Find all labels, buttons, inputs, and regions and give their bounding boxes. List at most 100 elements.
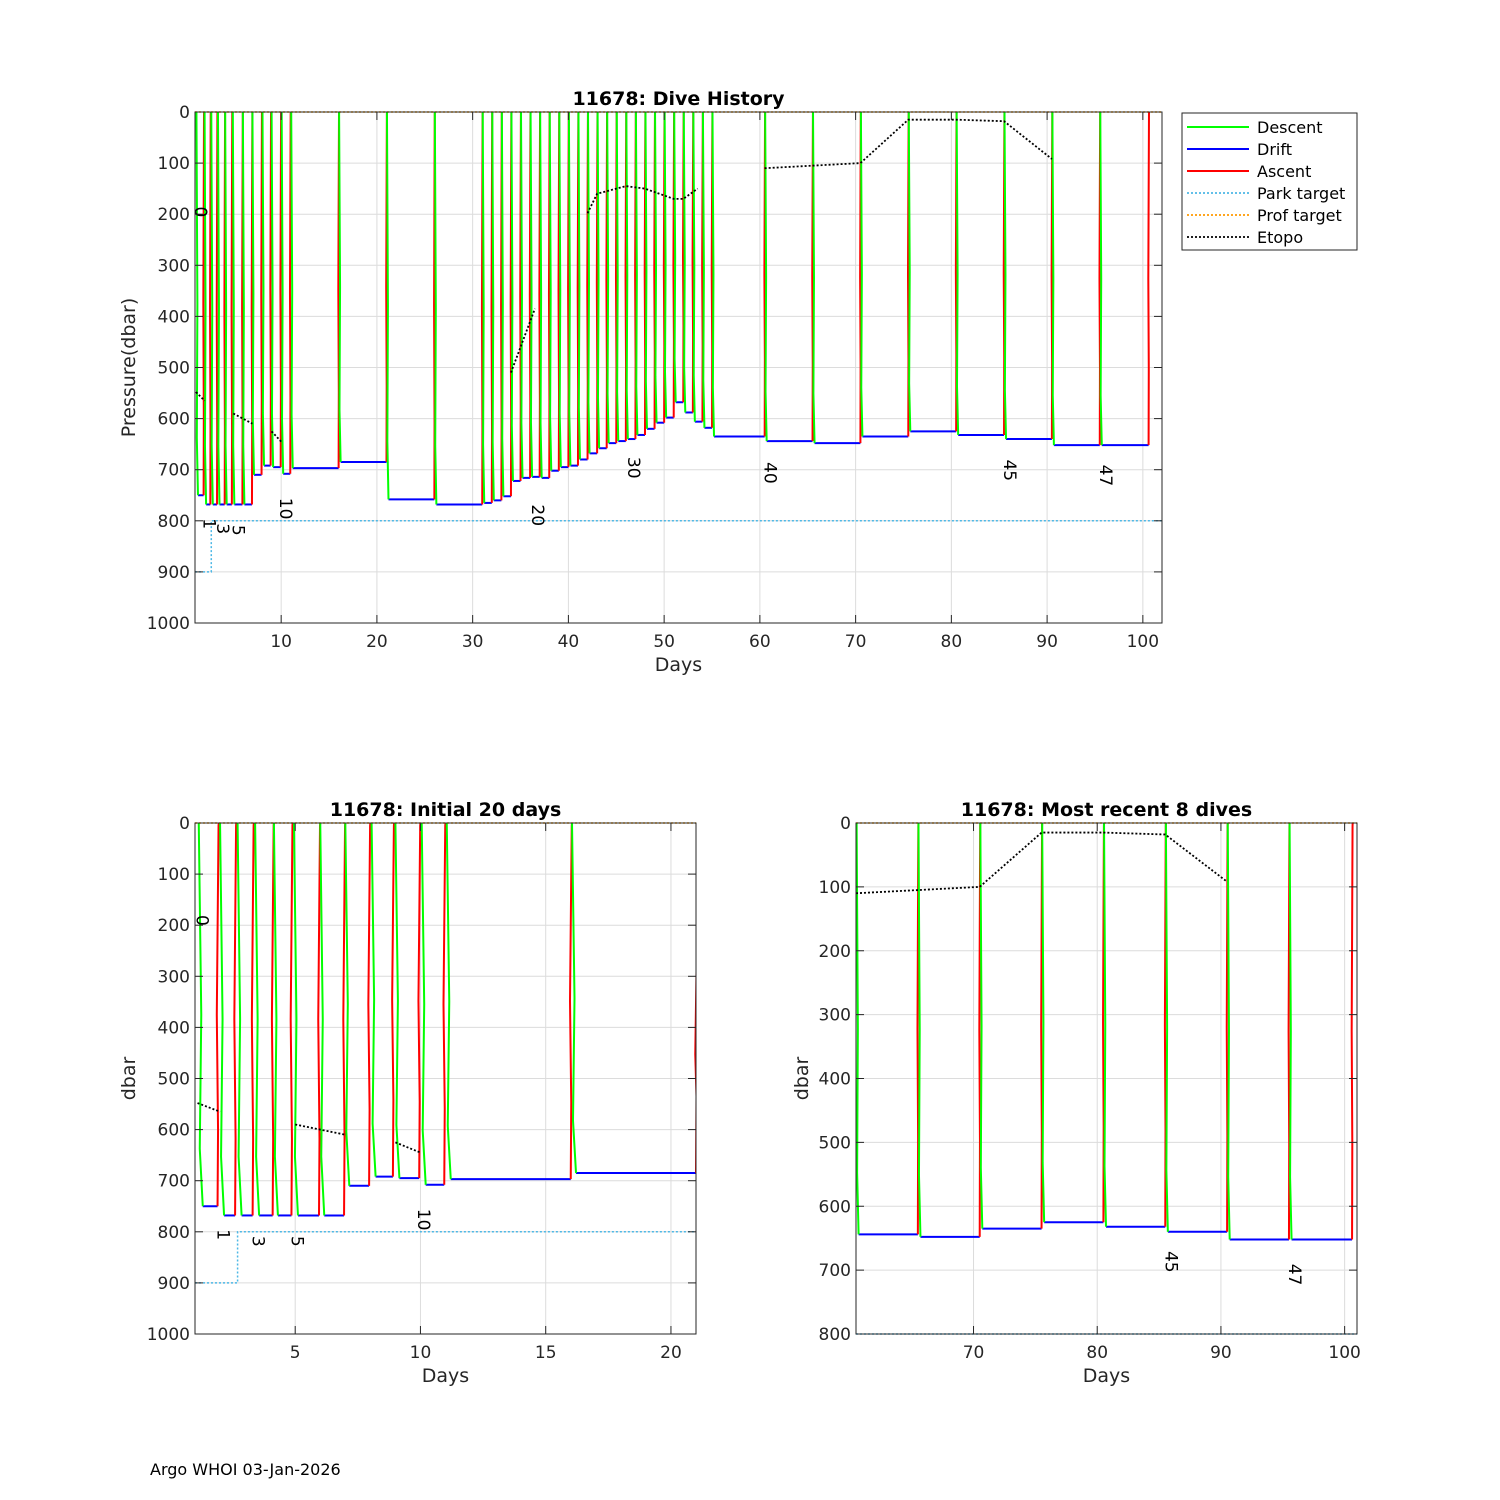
descent-segment [606, 111, 610, 444]
x-axis-label: Days [655, 654, 702, 676]
legend: Descent Drift Ascent Park target Prof target… [1181, 112, 1358, 251]
y-tick-label: 600 [158, 1121, 190, 1141]
profile-number-label: 3 [212, 523, 232, 534]
x-axis-label: Days [1083, 1365, 1130, 1387]
y-tick-label: 700 [819, 1261, 851, 1281]
etopo-line [586, 185, 699, 214]
y-tick-label: 400 [158, 1018, 190, 1038]
profile-number-label: 45 [1160, 1251, 1180, 1273]
descent-segment [231, 111, 236, 505]
descent-segment [280, 111, 285, 474]
y-tick-label: 500 [158, 1070, 190, 1090]
y-tick-label: 100 [158, 865, 190, 885]
descent-segment [764, 111, 768, 442]
etopo-line [856, 831, 1228, 895]
chart-title: 11678: Initial 20 days [330, 799, 562, 821]
descent-segment [548, 111, 553, 471]
descent-segment [1103, 822, 1108, 1227]
descent-segment [433, 111, 438, 505]
descent-segment [644, 111, 649, 429]
x-tick-label: 60 [749, 632, 771, 652]
y-tick-label: 200 [158, 205, 190, 225]
ascent-segment [568, 822, 573, 1180]
descent-segment [596, 111, 601, 449]
profile-number-label: 10 [275, 498, 295, 520]
profile-number-label: 3 [248, 1236, 268, 1247]
legend-label-prof_target: Prof target [1257, 206, 1342, 225]
descent-segment [587, 111, 591, 454]
x-tick-label: 40 [558, 632, 580, 652]
descent-segment [344, 822, 351, 1186]
x-tick-label: 5 [290, 1343, 301, 1363]
descent-segment [529, 111, 534, 477]
profile-number-label: 45 [999, 459, 1019, 481]
legend-label-descent: Descent [1257, 118, 1323, 137]
descent-segment [272, 822, 279, 1216]
etopo-line [295, 1123, 346, 1136]
descent-segment [917, 822, 922, 1237]
descent-segment [510, 111, 514, 481]
x-tick-label: 10 [270, 632, 292, 652]
y-tick-label: 400 [819, 1070, 851, 1090]
descent-segment [711, 111, 716, 437]
y-axis-label: Pressure(dbar) [118, 298, 140, 438]
legend-label-park_target: Park target [1257, 184, 1345, 203]
legend-label-drift: Drift [1257, 140, 1292, 159]
y-tick-label: 500 [158, 359, 190, 379]
descent-segment [625, 111, 629, 440]
ascent-segment [270, 822, 275, 1216]
descent-segment [577, 111, 581, 460]
descent-segment [338, 111, 342, 463]
descent-segment [907, 111, 912, 432]
descent-segment [1041, 822, 1046, 1223]
x-tick-label: 90 [1210, 1343, 1232, 1363]
descent-segment [567, 111, 572, 466]
profile-number-label: 0 [191, 915, 211, 926]
x-tick-label: 80 [1086, 1343, 1108, 1363]
etopo-line [510, 308, 536, 373]
descent-segment [1003, 111, 1008, 440]
descent-segment [1226, 822, 1231, 1240]
descent-segment [219, 822, 226, 1216]
descent-segment [254, 822, 261, 1216]
y-tick-label: 400 [158, 307, 190, 327]
etopo-line [764, 118, 1053, 170]
x-tick-label: 20 [366, 632, 388, 652]
descent-segment [236, 822, 243, 1216]
chart-title: 11678: Dive History [572, 88, 785, 110]
profile-number-label: 30 [623, 457, 643, 479]
descent-segment [261, 111, 266, 466]
chart-title: 11678: Most recent 8 dives [961, 799, 1252, 821]
descent-segment [634, 111, 639, 435]
y-tick-label: 300 [158, 967, 190, 987]
descent-segment [385, 111, 390, 500]
ascent-segment [1350, 822, 1354, 1240]
descent-segment [500, 111, 505, 497]
most-recent-8-dives-plot: 45 47 70 80 90 100 0 100 200 300 400 500 600 700 800 11… [791, 799, 1361, 1387]
descent-segment [558, 111, 562, 468]
descent-segment [692, 111, 696, 422]
descent-segment [859, 111, 864, 437]
descent-segment [481, 111, 486, 503]
descent-segment [292, 822, 299, 1216]
ascent-segment [233, 822, 238, 1216]
y-tick-label: 100 [819, 878, 851, 898]
descent-segment [394, 822, 401, 1179]
descent-segment [370, 822, 377, 1177]
descent-segment [491, 111, 495, 501]
descent-segment [270, 111, 275, 468]
y-tick-label: 800 [158, 1223, 190, 1243]
profile-number-label: 47 [1095, 465, 1115, 487]
ascent-segment [317, 822, 322, 1216]
descent-segment [663, 111, 668, 418]
descent-segment [195, 111, 199, 496]
descent-segment [673, 111, 677, 403]
descent-segment [1099, 111, 1103, 446]
y-tick-label: 0 [179, 103, 190, 123]
profile-number-label: 5 [227, 525, 247, 536]
x-tick-label: 70 [845, 632, 867, 652]
descent-segment [216, 111, 221, 505]
x-tick-label: 90 [1036, 632, 1058, 652]
descent-segment [197, 822, 204, 1207]
